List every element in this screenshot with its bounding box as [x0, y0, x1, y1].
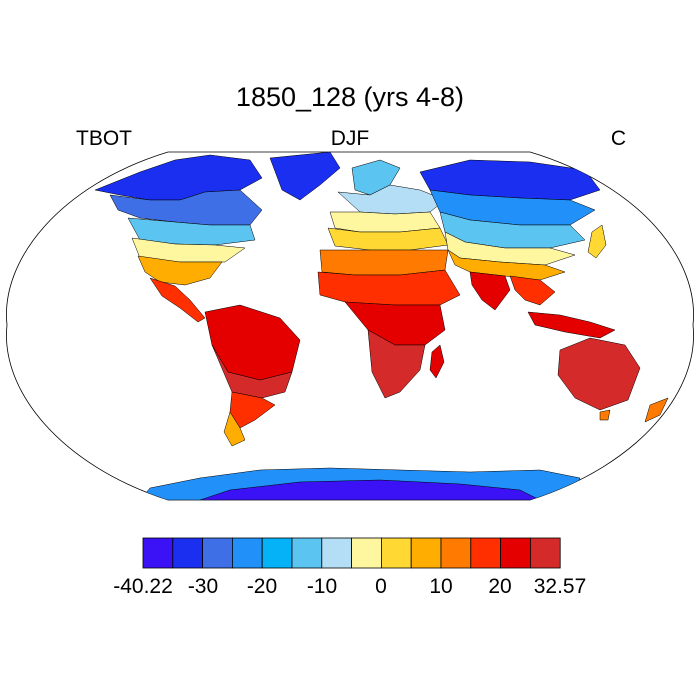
- colorbar-tick-label: 20: [488, 575, 511, 598]
- colorbar-box: [440, 537, 472, 569]
- colorbar-box: [142, 537, 174, 569]
- colorbar-box: [500, 537, 531, 569]
- colorbar-box: [172, 537, 204, 569]
- colorbar-tick-label: -40.22: [113, 575, 173, 598]
- greenland: [269, 152, 341, 201]
- north-america-north: [109, 189, 263, 226]
- season-label: DJF: [330, 127, 370, 150]
- southeast-asia: [509, 275, 556, 306]
- variable-label: TBOT: [76, 127, 132, 150]
- africa-sahara: [317, 269, 461, 306]
- central-america: [149, 277, 206, 323]
- colorbar-tick-label: -20: [247, 575, 277, 598]
- colorbar-box: [291, 537, 323, 569]
- colorbar-box: [380, 537, 412, 569]
- colorbar-box: [410, 537, 442, 569]
- india: [469, 271, 511, 311]
- new-zealand: [644, 397, 669, 423]
- asia-south: [447, 249, 566, 281]
- colorbar-box: [202, 537, 233, 569]
- colorbar-box: [351, 537, 382, 569]
- colorbar-box: [261, 537, 293, 569]
- japan: [587, 224, 607, 259]
- madagascar: [429, 344, 445, 379]
- colorbar-box: [530, 537, 561, 569]
- map-title: 1850_128 (yrs 4-8): [235, 82, 465, 112]
- australia: [557, 337, 641, 411]
- africa-south: [367, 329, 426, 399]
- colorbar-tick-label: -30: [188, 575, 218, 598]
- colorbar-tick-label: 32.57: [534, 575, 587, 598]
- colorbar-tick-label: 0: [375, 575, 387, 598]
- north-america-south: [137, 255, 223, 286]
- colorbar-tick-label: -10: [307, 575, 337, 598]
- patagonia: [223, 411, 246, 447]
- colorbar-box: [470, 537, 501, 569]
- tasmania: [599, 409, 611, 421]
- colorbar-tick-label: 10: [429, 575, 452, 598]
- indonesia: [527, 311, 616, 339]
- colorbar-box: [231, 537, 263, 569]
- colorbar-box: [321, 537, 352, 569]
- units-label: C: [610, 127, 626, 150]
